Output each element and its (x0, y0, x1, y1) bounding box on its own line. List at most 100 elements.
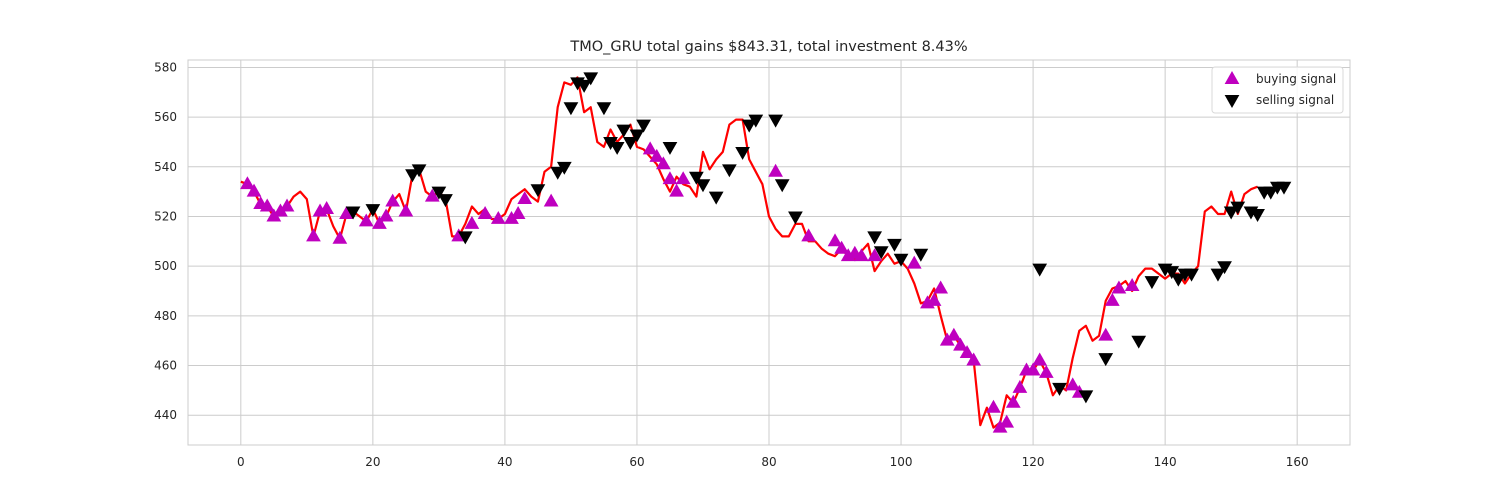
x-tick-label: 60 (629, 455, 644, 469)
x-tick-label: 160 (1286, 455, 1309, 469)
buy-signal-marker (490, 210, 506, 224)
x-tick-label: 20 (365, 455, 380, 469)
sell-signal-marker (1250, 209, 1265, 222)
buy-signal-marker (939, 332, 955, 346)
sell-signal-marker (708, 191, 724, 205)
buy-signal-marker (669, 183, 684, 197)
buy-signal-marker (306, 228, 321, 242)
y-tick-label: 580 (154, 60, 177, 74)
buy-signal-marker (827, 233, 843, 247)
buy-signal-marker (656, 156, 671, 170)
sell-signal-marker (636, 119, 651, 133)
buy-signal-marker (332, 230, 348, 244)
sell-signal-marker (695, 179, 711, 193)
buy-signal-marker (959, 345, 975, 359)
buy-signal-marker (801, 228, 816, 242)
buy-signal-marker (649, 148, 665, 162)
sell-signal-marker (913, 248, 929, 262)
buy-signal-marker (266, 208, 282, 222)
legend-sell-label: selling signal (1256, 93, 1334, 107)
sell-signal-marker (1223, 206, 1239, 220)
buy-signal-marker (906, 255, 922, 269)
buy-signal-marker (1012, 379, 1028, 393)
buy-signal-marker (1032, 352, 1048, 366)
buy-signal-marker (240, 176, 255, 190)
x-tick-label: 40 (497, 455, 512, 469)
buy-signal-marker (999, 414, 1015, 428)
sell-signal-marker (867, 231, 882, 245)
buy-signal-marker (1038, 364, 1054, 378)
buy-signal-marker (1005, 394, 1021, 408)
buy-signal-marker (986, 399, 1001, 413)
plot-frame (187, 59, 1351, 446)
sell-signal-marker (576, 79, 592, 93)
y-tick-label: 520 (154, 209, 177, 223)
sell-signal-marker (1164, 266, 1180, 280)
sell-signal-marker (609, 141, 625, 155)
x-tick-label: 120 (1022, 455, 1045, 469)
sell-signal-marker (1052, 382, 1067, 396)
sell-signal-marker (748, 114, 764, 128)
sell-signal-marker (887, 238, 902, 252)
sell-signal-marker (1131, 335, 1147, 349)
sell-signal-marker (1032, 263, 1048, 277)
y-tick-label: 480 (154, 309, 177, 323)
sell-signal-marker (774, 179, 790, 193)
sell-signal-marker (563, 102, 579, 116)
buy-signal-marker (834, 240, 849, 254)
sell-signal-marker (1144, 276, 1160, 290)
x-tick-label: 100 (890, 455, 913, 469)
buy-signal-marker (319, 201, 335, 214)
buy-signal-marker (1124, 278, 1140, 291)
buy-signal-marker (933, 280, 949, 294)
sell-signal-marker (1210, 268, 1226, 282)
x-axis-ticks: 0 20 40 60 80 100 120 140 160 (237, 455, 1309, 469)
sell-signal-marker (741, 119, 757, 133)
plot-area (240, 72, 1292, 433)
legend-buy-label: buying signal (1256, 72, 1336, 86)
buy-signal-marker (854, 248, 869, 262)
buy-signal-marker (279, 198, 295, 212)
buy-signal-marker (675, 171, 691, 185)
sell-signal-marker (550, 166, 566, 180)
sell-signal-marker (722, 164, 737, 178)
y-tick-label: 460 (154, 359, 177, 373)
y-tick-label: 540 (154, 160, 177, 174)
sell-signal-marker (1170, 273, 1186, 287)
buy-signal-marker (1025, 362, 1041, 376)
buy-signal-marker (768, 163, 783, 177)
y-axis-ticks: 440 460 480 500 520 540 560 580 (154, 60, 177, 422)
x-tick-label: 80 (761, 455, 776, 469)
y-tick-label: 560 (154, 110, 177, 124)
buy-signal-marker (867, 248, 882, 262)
sell-signal-marker (1078, 390, 1094, 404)
buy-signal-marker (926, 292, 942, 306)
sell-signal-marker (768, 114, 783, 128)
buy-signal-marker (642, 141, 658, 155)
buy-signal-marker (662, 171, 678, 185)
buy-signal-marker (372, 215, 387, 229)
buy-signal-marker (385, 193, 401, 207)
sell-signal-marker (873, 246, 889, 260)
y-tick-label: 440 (154, 408, 177, 422)
sell-signal-marker (629, 129, 645, 143)
sell-signal-marker (411, 164, 427, 178)
buy-signal-marker (464, 215, 480, 229)
buy-signal-marker (966, 352, 982, 366)
buy-signal-marker (477, 206, 493, 219)
sell-signal-marker (1263, 186, 1279, 200)
sell-signal-marker (662, 141, 678, 155)
chart-title: TMO_GRU total gains $843.31, total inves… (569, 39, 967, 55)
buy-signal-marker (1098, 327, 1114, 341)
sell-signal-marker (345, 206, 361, 220)
buy-signal-marker (1104, 292, 1120, 306)
buy-signal-marker (378, 208, 394, 222)
sell-signal-marker (1217, 261, 1232, 275)
sell-signal-marker (689, 171, 704, 185)
buy-signal-marker (946, 327, 962, 341)
sell-signal-marker (1230, 201, 1246, 215)
sell-signal-marker (457, 231, 473, 245)
sell-signal-marker (616, 124, 632, 138)
legend-box (1211, 66, 1344, 114)
